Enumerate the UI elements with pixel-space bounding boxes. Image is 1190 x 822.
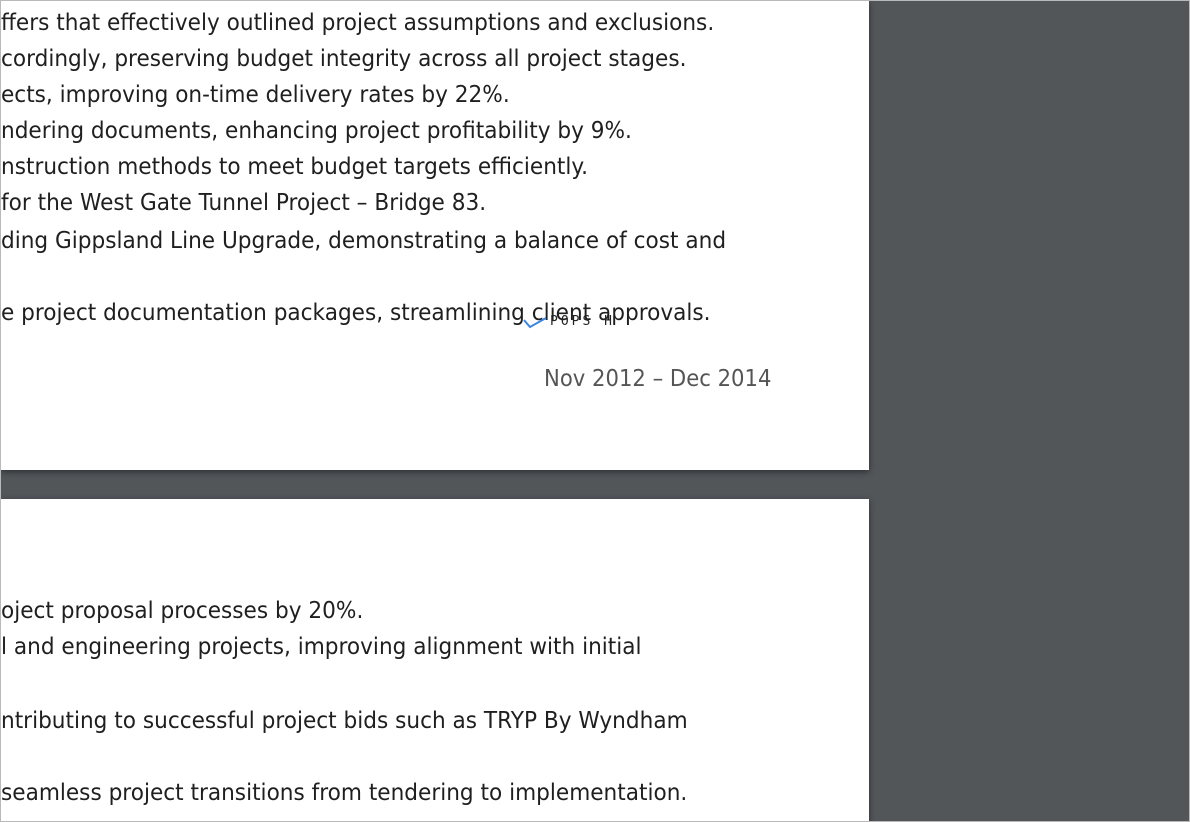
body-line: l and engineering projects, improving al… <box>1 632 642 660</box>
date-range: Nov 2012 – Dec 2014 <box>544 366 772 392</box>
body-line: e project documentation packages, stream… <box>1 298 711 326</box>
body-line: cordingly, preserving budget integrity a… <box>1 44 687 72</box>
body-line: ndering documents, enhancing project pro… <box>1 116 632 144</box>
body-line: oject proposal processes by 20%. <box>1 596 364 624</box>
body-line: nstruction methods to meet budget target… <box>1 152 589 180</box>
body-line: ding Gippsland Line Upgrade, demonstrati… <box>1 226 727 254</box>
checkmark-icon <box>523 317 547 329</box>
document-page-1: ffers that effectively outlined project … <box>1 1 869 470</box>
annotation-stamp[interactable]: POPS H <box>522 312 632 332</box>
body-line: seamless project transitions from tender… <box>1 778 688 806</box>
body-line: ffers that effectively outlined project … <box>1 8 715 36</box>
body-line: ects, improving on-time delivery rates b… <box>1 80 510 108</box>
body-line: for the West Gate Tunnel Project – Bridg… <box>1 188 487 216</box>
stamp-label: POPS H <box>550 314 615 329</box>
body-line: ntributing to successful project bids su… <box>1 706 688 734</box>
document-page-2: oject proposal processes by 20%. l and e… <box>1 499 869 821</box>
